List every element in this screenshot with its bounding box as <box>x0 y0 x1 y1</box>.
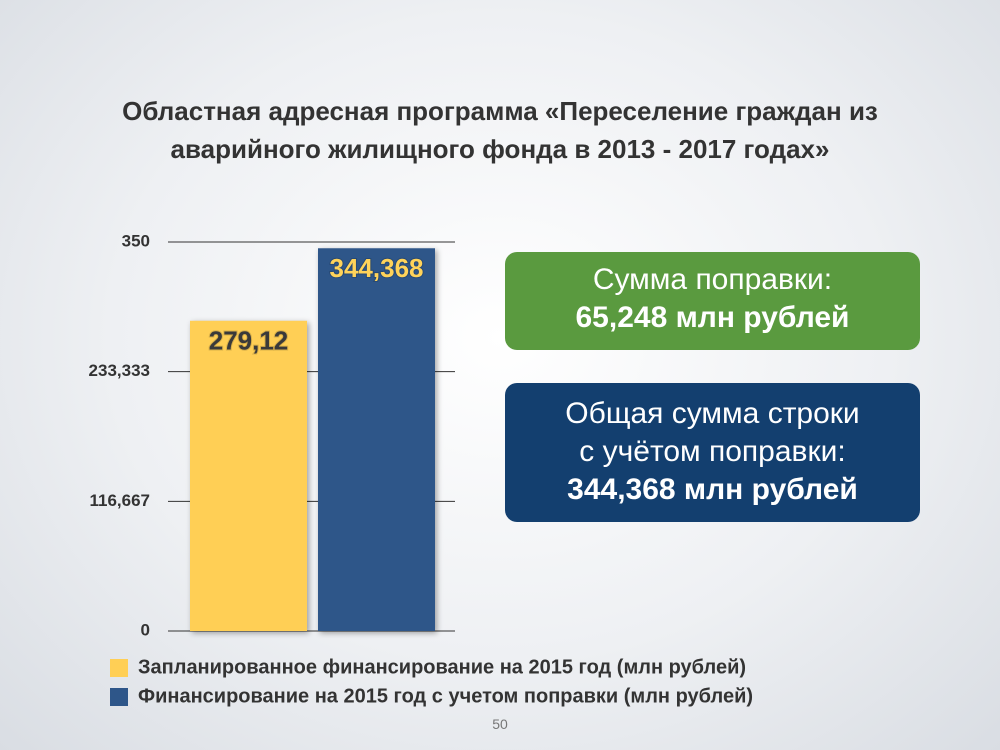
callout-line: Сумма поправки: <box>592 263 833 296</box>
legend-label: Финансирование на 2015 год с учетом попр… <box>138 685 753 707</box>
y-tick-label: 116,667 <box>89 491 150 510</box>
callout-line: 344,368 млн рублей <box>567 473 858 506</box>
bar <box>190 320 307 631</box>
callout: Общая сумма строки с учётом поправки: 34… <box>505 383 920 522</box>
y-tick-label: 233,333 <box>89 361 150 380</box>
y-tick-label: 0 <box>141 620 150 639</box>
bar <box>318 248 435 631</box>
page-number: 50 <box>492 716 508 732</box>
callout-line: 65,248 млн рублей <box>575 301 850 334</box>
value-label: 344,368 <box>330 253 424 283</box>
y-tick-label: 350 <box>122 231 150 250</box>
value-label: 279,12 <box>209 326 289 356</box>
callout-line: Общая сумма строки <box>565 397 860 430</box>
callout-line: с учётом поправки: <box>579 435 846 468</box>
legend-swatch <box>110 688 128 706</box>
chart-title: Областная адресная программа «Переселени… <box>122 96 878 164</box>
legend-swatch <box>110 659 128 677</box>
callout: Сумма поправки: 65,248 млн рублей <box>505 252 920 350</box>
legend-label: Запланированное финансирование на 2015 г… <box>138 656 746 678</box>
